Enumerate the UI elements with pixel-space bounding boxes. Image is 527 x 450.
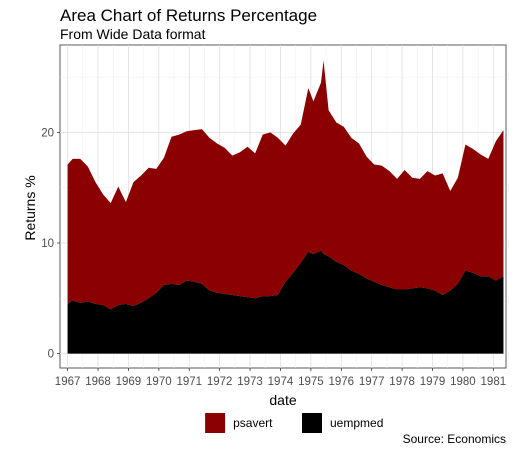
x-tick-label: 1981 <box>481 376 507 388</box>
series-areas <box>67 60 504 354</box>
x-axis: 1967 1968 1969 1970 1971 1972 1973 1974 1975 1976… <box>55 368 506 388</box>
legend-key-psavert <box>205 413 226 433</box>
y-tick-label: 0 <box>48 349 54 361</box>
legend-key-uempmed <box>302 413 322 433</box>
y-tick-label: 20 <box>41 127 54 139</box>
plot-area <box>59 44 509 369</box>
chart-caption: Source: Economics <box>403 432 506 446</box>
area-uempmed <box>67 250 504 354</box>
y-axis: 0 10 20 <box>41 127 60 361</box>
chart-subtitle: From Wide Data format <box>60 26 206 42</box>
x-tick-label: 1973 <box>237 376 263 388</box>
x-tick-label: 1972 <box>207 376 233 388</box>
x-tick-label: 1967 <box>55 376 81 388</box>
x-tick-label: 1976 <box>328 376 354 388</box>
x-tick-label: 1979 <box>420 376 446 388</box>
x-tick-label: 1980 <box>450 376 476 388</box>
x-tick-label: 1978 <box>389 376 415 388</box>
legend: psavert uempmed <box>205 413 383 433</box>
x-tick-label: 1971 <box>176 376 202 388</box>
chart-title: Area Chart of Returns Percentage <box>60 6 317 25</box>
x-tick-label: 1970 <box>146 376 172 388</box>
area-psavert <box>67 60 504 310</box>
y-tick-label: 10 <box>41 238 54 250</box>
legend-label-psavert: psavert <box>233 416 273 430</box>
x-tick-label: 1977 <box>359 376 385 388</box>
x-tick-label: 1975 <box>298 376 324 388</box>
x-tick-label: 1969 <box>116 376 142 388</box>
x-tick-label: 1974 <box>268 376 294 388</box>
x-tick-label: 1968 <box>85 376 111 388</box>
y-axis-title: Returns % <box>22 175 38 240</box>
legend-label-uempmed: uempmed <box>330 416 383 430</box>
x-axis-title: date <box>269 392 296 408</box>
